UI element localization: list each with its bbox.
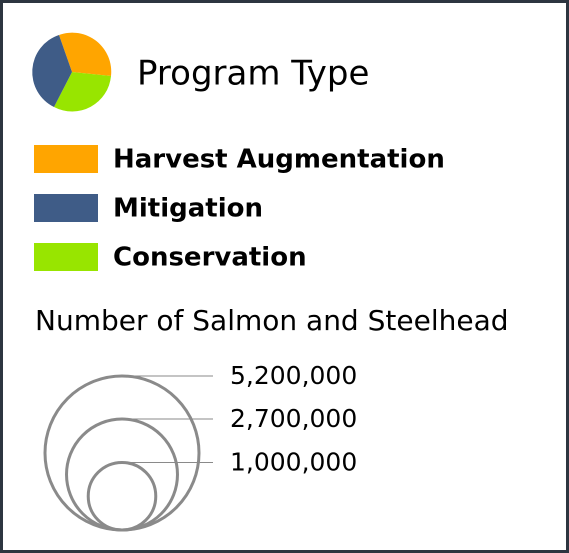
- pie-slice: [32, 35, 72, 107]
- pie-icon: [32, 32, 112, 112]
- legend-title: Program Type: [137, 54, 369, 94]
- size-label: 1,000,000: [230, 447, 357, 476]
- pie-slice: [54, 72, 111, 112]
- pie-slice: [59, 32, 112, 76]
- size-label: 5,200,000: [230, 361, 357, 390]
- size-legend-title: Number of Salmon and Steelhead: [35, 304, 509, 337]
- legend-label: Conservation: [113, 243, 307, 273]
- legend-swatch: [34, 145, 98, 173]
- legend-label: Harvest Augmentation: [113, 145, 445, 175]
- legend-swatch: [34, 194, 98, 222]
- legend-swatch: [34, 243, 98, 271]
- legend-label: Mitigation: [113, 194, 263, 224]
- size-label: 2,700,000: [230, 404, 357, 433]
